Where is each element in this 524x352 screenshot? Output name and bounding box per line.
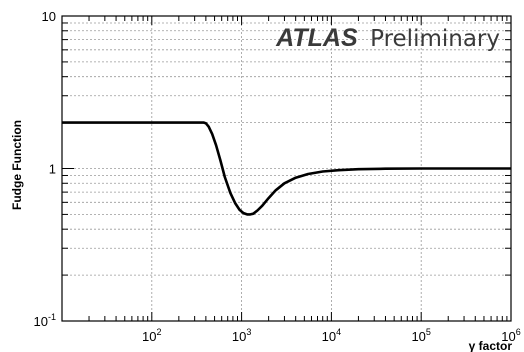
fudge-function-line xyxy=(62,121,511,216)
y-tick-label: 10-1 xyxy=(34,312,56,329)
x-tick-label: 105 xyxy=(411,327,430,344)
atlas-label: ATLAS xyxy=(275,24,358,52)
y-tick-label: 1 xyxy=(49,162,56,177)
x-tick-label: 104 xyxy=(322,327,341,344)
x-tick-label: 103 xyxy=(232,327,251,344)
y-tick-label: 10 xyxy=(42,9,56,24)
x-axis-title: γ factor xyxy=(469,339,513,352)
axis-ticks xyxy=(62,16,511,321)
plot-frame xyxy=(61,15,512,322)
y-axis-title: Fudge Function xyxy=(10,120,24,210)
x-tick-label: 106 xyxy=(501,327,520,344)
tick-labels: 102 103 104 105 106 10-1 1 10 xyxy=(34,9,521,344)
x-tick-label: 102 xyxy=(142,327,161,344)
atlas-preliminary-label: ATLAS Preliminary xyxy=(275,24,500,52)
preliminary-label: Preliminary xyxy=(370,26,500,52)
